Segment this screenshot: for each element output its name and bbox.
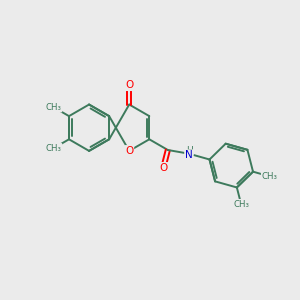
- Text: O: O: [125, 146, 133, 156]
- Text: CH₃: CH₃: [233, 200, 249, 209]
- Text: N: N: [185, 150, 193, 160]
- Text: CH₃: CH₃: [46, 144, 62, 153]
- Text: CH₃: CH₃: [46, 103, 62, 112]
- Text: O: O: [125, 80, 133, 90]
- Text: H: H: [186, 146, 193, 154]
- Text: CH₃: CH₃: [262, 172, 278, 181]
- Text: O: O: [159, 163, 167, 173]
